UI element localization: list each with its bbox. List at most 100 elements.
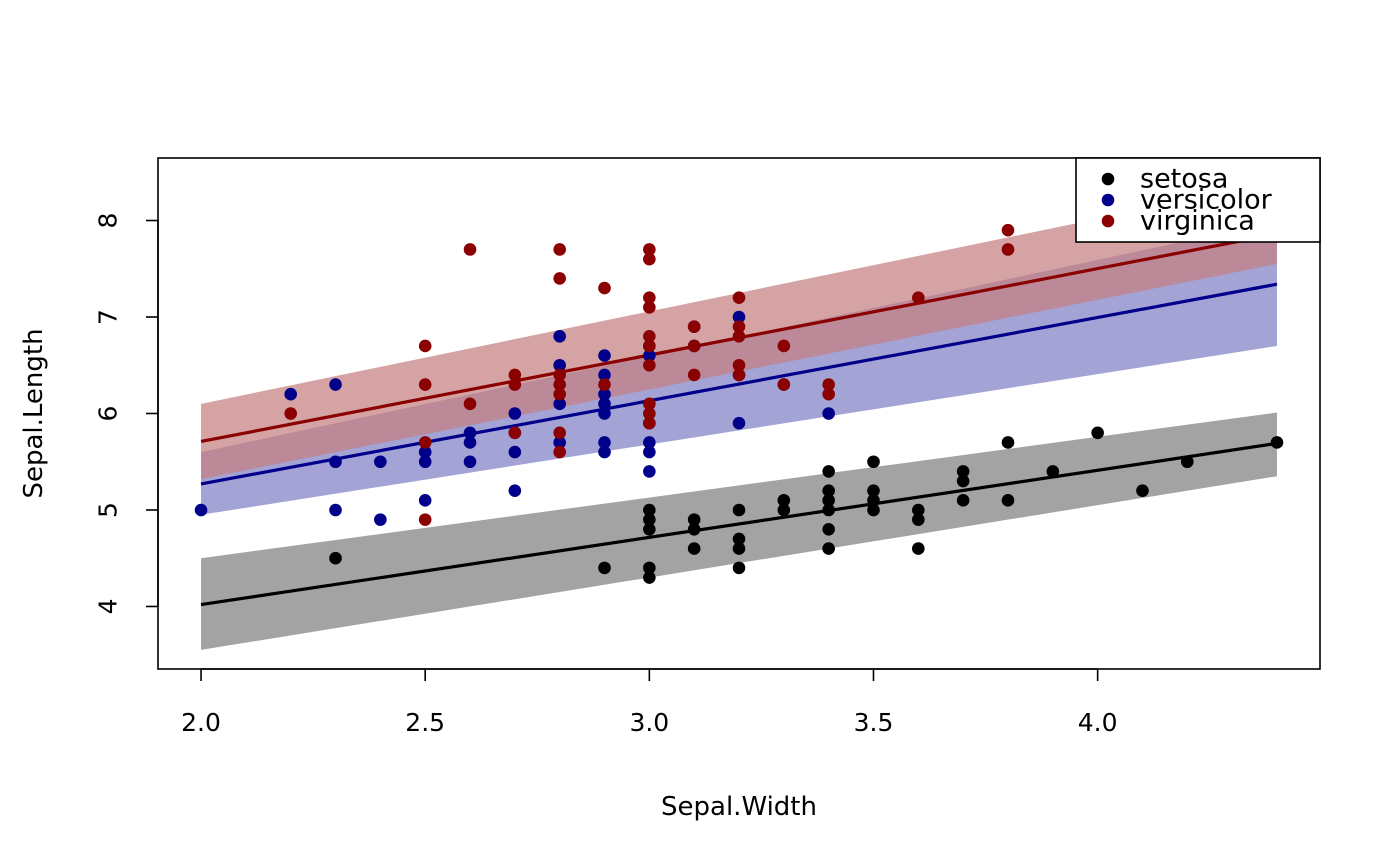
data-point-setosa	[956, 465, 970, 478]
x-axis: 2.0 2.5 3.0 3.5 4.0	[181, 668, 1118, 737]
data-point-virginica	[553, 426, 566, 440]
data-point-setosa	[732, 503, 746, 517]
data-point-setosa	[643, 503, 656, 517]
data-point-virginica	[508, 378, 522, 391]
data-point-versicolor	[418, 494, 432, 507]
data-point-versicolor	[732, 310, 746, 324]
data-point-virginica	[643, 330, 656, 343]
data-point-virginica	[732, 291, 746, 305]
data-point-setosa	[822, 542, 835, 555]
data-point-virginica	[553, 387, 566, 401]
data-point-virginica	[598, 281, 611, 295]
data-point-versicolor	[598, 368, 611, 382]
data-point-virginica	[643, 339, 656, 353]
data-point-versicolor	[374, 513, 387, 526]
data-point-setosa	[732, 542, 746, 555]
data-point-setosa	[1136, 484, 1149, 497]
data-point-virginica	[822, 378, 835, 391]
legend-label-versicolor: versicolor	[1140, 185, 1273, 216]
data-point-setosa	[1046, 465, 1060, 478]
data-point-versicolor	[598, 436, 611, 449]
legend-label-setosa: setosa	[1140, 164, 1228, 195]
data-point-setosa	[1270, 436, 1284, 449]
x-tick-label: 3.0	[629, 708, 669, 737]
data-point-versicolor	[598, 349, 611, 362]
data-point-versicolor	[643, 436, 656, 449]
data-point-virginica	[508, 368, 522, 382]
data-point-virginica	[777, 339, 791, 353]
data-point-versicolor	[643, 445, 656, 459]
data-points	[194, 223, 1284, 584]
legend-marker-virginica	[1101, 214, 1115, 228]
data-point-versicolor	[822, 407, 835, 420]
data-point-virginica	[463, 397, 477, 411]
data-point-setosa	[867, 484, 880, 497]
data-point-setosa	[1001, 494, 1015, 507]
data-point-virginica	[687, 339, 701, 353]
data-point-versicolor	[598, 387, 611, 401]
data-point-setosa	[867, 455, 880, 469]
data-point-versicolor	[643, 465, 656, 478]
data-point-virginica	[598, 378, 611, 391]
data-point-versicolor	[329, 503, 342, 517]
y-axis: 4 5 6 7 8	[94, 213, 159, 614]
data-point-versicolor	[418, 445, 432, 459]
data-point-setosa	[687, 542, 701, 555]
data-point-virginica	[418, 339, 432, 353]
data-point-virginica	[643, 252, 656, 266]
data-point-setosa	[643, 571, 656, 584]
data-point-versicolor	[553, 436, 566, 449]
data-point-versicolor	[643, 349, 656, 362]
regression-line-versicolor	[200, 282, 1278, 486]
data-point-virginica	[643, 291, 656, 305]
data-point-setosa	[1091, 426, 1104, 440]
y-axis-title: Sepal.Length	[19, 328, 49, 498]
legend-box	[1075, 157, 1321, 243]
data-point-setosa	[643, 522, 656, 536]
data-point-versicolor	[598, 445, 611, 459]
y-tick-label: 8	[94, 213, 123, 229]
data-point-virginica	[643, 397, 656, 411]
data-point-setosa	[732, 561, 746, 575]
data-point-versicolor	[463, 436, 477, 449]
y-tick-label: 6	[94, 406, 123, 422]
x-tick-label: 2.5	[405, 708, 445, 737]
data-point-setosa	[956, 474, 970, 488]
confidence-band-setosa	[201, 412, 1277, 650]
data-point-setosa	[687, 513, 701, 526]
data-point-setosa	[956, 494, 970, 507]
data-point-virginica	[777, 378, 791, 391]
x-tick-label: 4.0	[1078, 708, 1118, 737]
data-point-virginica	[732, 358, 746, 372]
data-point-setosa	[912, 513, 925, 526]
x-axis-title: Sepal.Width	[661, 792, 817, 822]
data-point-virginica	[553, 272, 566, 285]
data-point-virginica	[508, 426, 522, 440]
data-point-virginica	[553, 445, 566, 459]
data-point-versicolor	[598, 407, 611, 420]
data-point-virginica	[418, 513, 432, 526]
data-point-setosa	[822, 465, 835, 478]
data-point-setosa	[822, 522, 835, 536]
data-point-versicolor	[553, 330, 566, 343]
x-tick-label: 2.0	[181, 708, 221, 737]
data-point-virginica	[912, 291, 925, 305]
y-tick-label: 7	[94, 309, 123, 325]
data-point-setosa	[1001, 436, 1015, 449]
data-point-setosa	[822, 484, 835, 497]
data-point-virginica	[284, 407, 297, 420]
data-point-virginica	[418, 436, 432, 449]
data-point-virginica	[732, 330, 746, 343]
data-point-versicolor	[732, 416, 746, 430]
data-point-virginica	[687, 320, 701, 333]
data-point-virginica	[687, 368, 701, 382]
data-point-versicolor	[508, 445, 522, 459]
data-point-versicolor	[463, 426, 477, 440]
data-point-setosa	[912, 503, 925, 517]
data-point-setosa	[732, 532, 746, 546]
data-point-virginica	[463, 243, 477, 256]
data-point-virginica	[643, 416, 656, 430]
data-point-versicolor	[508, 484, 522, 497]
